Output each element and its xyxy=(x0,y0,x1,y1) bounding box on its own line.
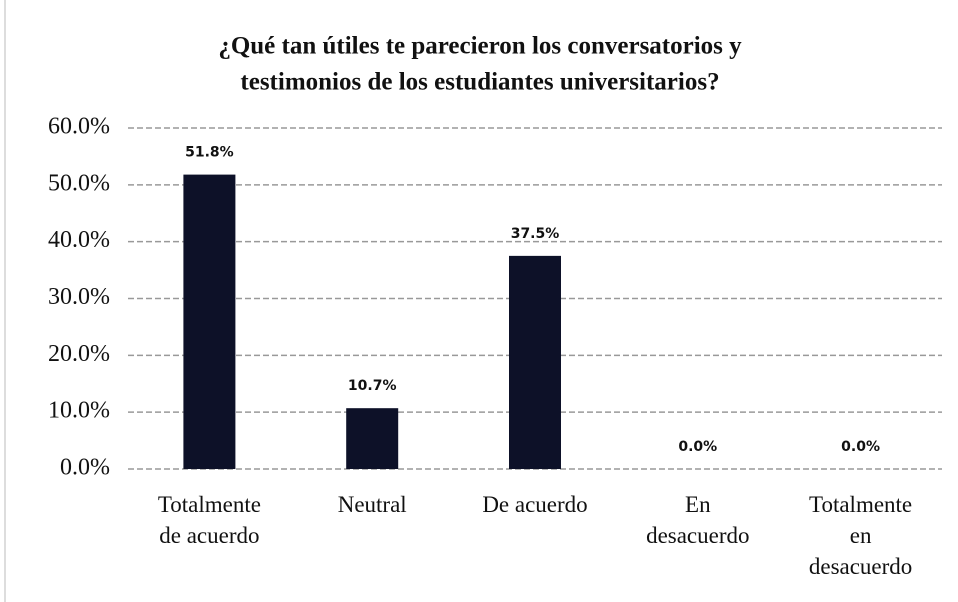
chart-title: testimonios de los estudiantes universit… xyxy=(240,69,719,96)
y-tick-label: 30.0% xyxy=(48,284,110,310)
y-tick-label: 10.0% xyxy=(48,398,110,424)
y-tick-label: 20.0% xyxy=(48,341,110,367)
y-tick-label: 50.0% xyxy=(48,170,110,196)
bar xyxy=(509,255,561,469)
x-tick-label: Totalmente de acuerdo xyxy=(157,492,261,548)
x-tick-label: De acuerdo xyxy=(482,492,588,517)
value-label: 51.8% xyxy=(185,145,234,161)
x-tick-label: En desacuerdo xyxy=(646,492,750,548)
value-label: 0.0% xyxy=(678,439,717,455)
value-label: 0.0% xyxy=(841,439,880,455)
chart-title: ¿Qué tan útiles te parecieron los conver… xyxy=(218,33,742,60)
y-tick-label: 0.0% xyxy=(60,455,110,481)
bar xyxy=(346,408,399,469)
bar xyxy=(183,174,236,469)
x-tick-label: Neutral xyxy=(337,492,407,517)
value-label: 10.7% xyxy=(348,378,397,394)
value-label: 37.5% xyxy=(511,226,560,242)
x-tick-label: Totalmente en desacuerdo xyxy=(808,492,913,579)
y-tick-label: 40.0% xyxy=(48,227,110,253)
y-tick-label: 60.0% xyxy=(48,114,110,140)
